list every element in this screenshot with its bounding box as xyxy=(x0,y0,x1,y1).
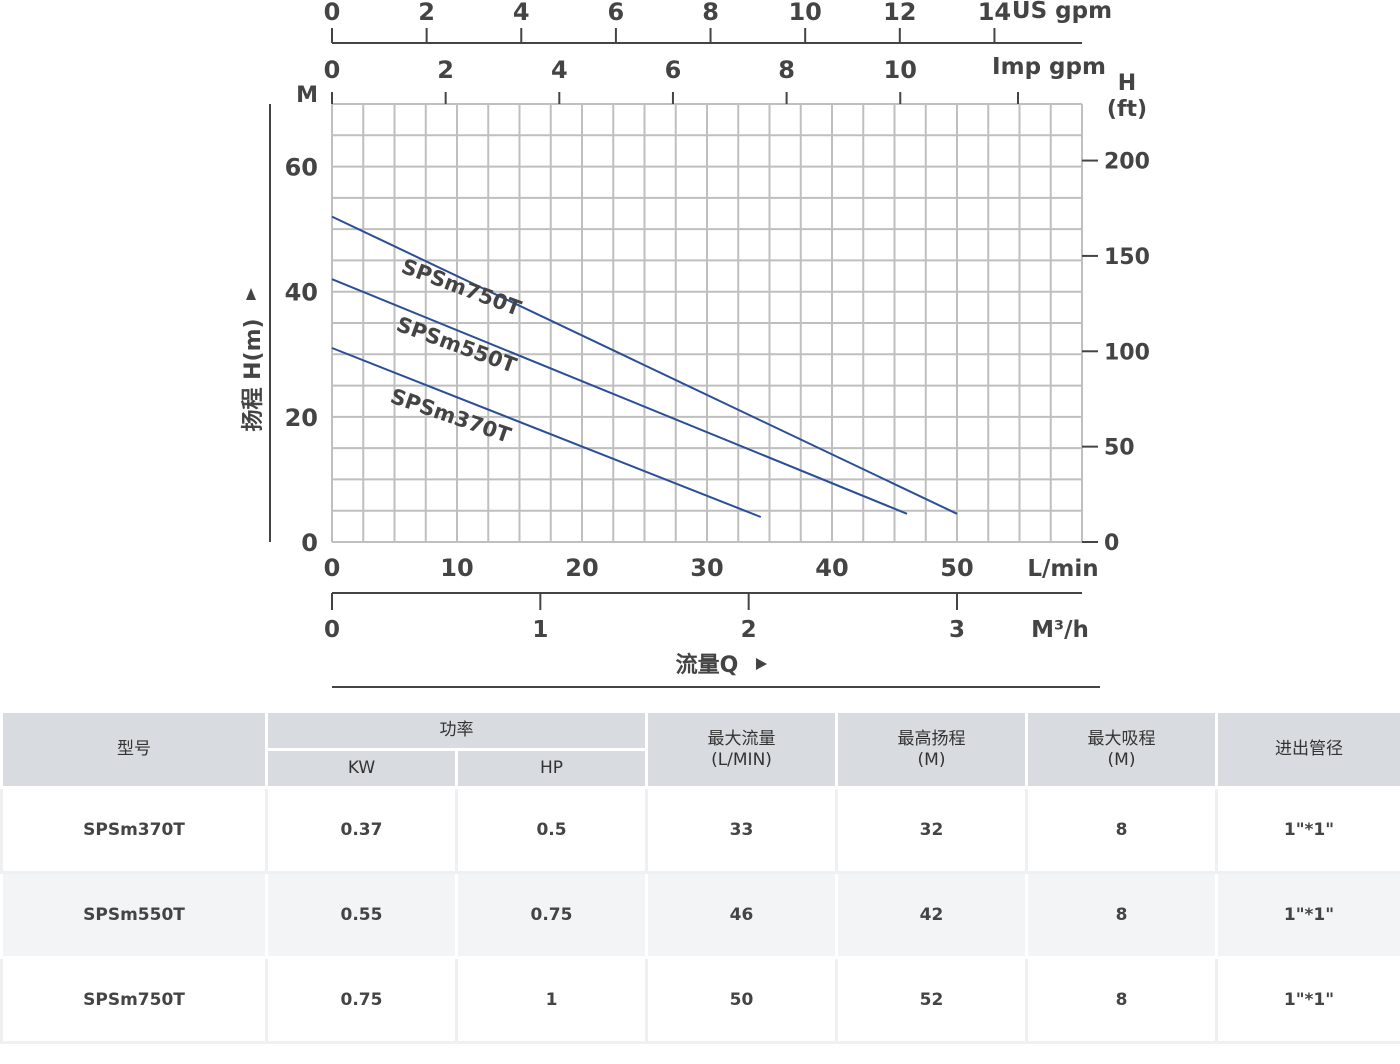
header-max-flow: 最大流量 (L/MIN) xyxy=(645,710,838,789)
imp-gpm-tick-label: 10 xyxy=(884,56,917,84)
y-right-tick-label: 50 xyxy=(1104,436,1135,461)
x-tick-label: 20 xyxy=(565,554,598,582)
cell-model: SPSm750T xyxy=(0,956,268,1044)
header-max-head: 最高扬程 (M) xyxy=(835,710,1028,789)
cell-hp: 0.75 xyxy=(455,871,648,959)
cell-kw: 0.55 xyxy=(265,871,458,959)
header-max-head-line1: 最高扬程 xyxy=(897,728,966,749)
imp-gpm-tick-label: 6 xyxy=(665,56,682,84)
chart-curves xyxy=(331,215,958,518)
y-right-tick-label: 100 xyxy=(1104,340,1150,365)
m3h-unit-label: M³/h xyxy=(1031,617,1089,643)
header-max-suction: 最大吸程 (M) xyxy=(1025,710,1218,789)
y-tick-label: 20 xyxy=(285,404,318,432)
us-gpm-tick-label: 6 xyxy=(608,0,625,26)
table-row: SPSm370T 0.37 0.5 33 32 8 1"*1" xyxy=(0,786,1400,874)
us-gpm-tick-label: 8 xyxy=(702,0,719,26)
cell-flow: 50 xyxy=(645,956,838,1044)
cell-head: 42 xyxy=(835,871,1028,959)
header-max-suction-line1: 最大吸程 xyxy=(1087,728,1156,749)
cell-kw: 0.37 xyxy=(265,786,458,874)
y-right-tick-label: 200 xyxy=(1104,150,1150,175)
y-right-unit-line2: (ft) xyxy=(1107,97,1147,122)
y-tick-label: 40 xyxy=(285,279,318,307)
cell-model: SPSm550T xyxy=(0,871,268,959)
x-tick-label: 0 xyxy=(324,554,341,582)
us-gpm-tick-label: 12 xyxy=(883,0,916,26)
performance-curve-spsm550t xyxy=(331,278,908,515)
y-unit-label: M xyxy=(296,83,318,108)
m3h-tick-label: 1 xyxy=(532,617,548,643)
cell-flow: 33 xyxy=(645,786,838,874)
header-kw: KW xyxy=(265,748,458,789)
x-tick-label: 40 xyxy=(815,554,848,582)
cell-suction: 8 xyxy=(1025,956,1218,1044)
imp-gpm-tick-label: 2 xyxy=(437,56,454,84)
cell-kw: 0.75 xyxy=(265,956,458,1044)
imp-gpm-unit-label: Imp gpm xyxy=(992,54,1106,80)
us-gpm-tick-label: 10 xyxy=(788,0,821,26)
us-gpm-tick-label: 0 xyxy=(324,0,341,26)
us-gpm-unit-label: US gpm xyxy=(1012,0,1112,24)
header-max-head-line2: (M) xyxy=(917,749,946,770)
x-tick-label: 50 xyxy=(940,554,973,582)
chart-grid xyxy=(331,103,1083,543)
cell-suction: 8 xyxy=(1025,871,1218,959)
m3h-tick-label: 2 xyxy=(741,617,757,643)
header-pipe: 进出管径 xyxy=(1215,710,1400,789)
header-max-flow-line1: 最大流量 xyxy=(707,728,776,749)
y-tick-label: 0 xyxy=(301,529,318,557)
performance-curve-spsm370t xyxy=(331,347,762,518)
header-power: 功率 xyxy=(265,710,648,751)
y-right-unit-line1: H xyxy=(1118,71,1136,96)
cell-hp: 0.5 xyxy=(455,786,648,874)
us-gpm-tick-label: 4 xyxy=(513,0,530,26)
cell-head: 32 xyxy=(835,786,1028,874)
header-hp: HP xyxy=(455,748,648,789)
cell-pipe: 1"*1" xyxy=(1215,871,1400,959)
m3h-tick-label: 3 xyxy=(949,617,965,643)
y-right-tick-label: 150 xyxy=(1104,245,1150,270)
y-axis-title: 扬程 H(m) xyxy=(241,318,266,431)
header-max-suction-line2: (M) xyxy=(1107,749,1136,770)
curve-label-spsm750t: SPSm750T xyxy=(398,254,525,321)
cell-flow: 46 xyxy=(645,871,838,959)
x-axis-title: 流量Q xyxy=(676,652,739,678)
imp-gpm-tick-label: 8 xyxy=(778,56,795,84)
x-tick-label: 30 xyxy=(690,554,723,582)
header-model: 型号 xyxy=(0,710,268,789)
table-row: SPSm550T 0.55 0.75 46 42 8 1"*1" xyxy=(0,871,1400,959)
imp-gpm-tick-label: 0 xyxy=(324,56,341,84)
x-unit-label: L/min xyxy=(1027,556,1098,582)
us-gpm-tick-label: 2 xyxy=(418,0,435,26)
imp-gpm-tick-label: 4 xyxy=(551,56,568,84)
performance-curve-spsm750t xyxy=(331,215,958,515)
header-max-flow-line2: (L/MIN) xyxy=(711,749,772,770)
m3h-tick-label: 0 xyxy=(324,617,340,643)
x-tick-label: 10 xyxy=(440,554,473,582)
x-axis-arrow-icon xyxy=(756,658,767,670)
y-right-tick-label: 0 xyxy=(1104,531,1119,556)
cell-hp: 1 xyxy=(455,956,648,1044)
us-gpm-tick-label: 14 xyxy=(978,0,1011,26)
cell-pipe: 1"*1" xyxy=(1215,786,1400,874)
spec-table: 型号 功率 最大流量 (L/MIN) 最高扬程 (M) 最大吸程 (M) 进出管… xyxy=(0,710,1400,1044)
cell-head: 52 xyxy=(835,956,1028,1044)
cell-suction: 8 xyxy=(1025,786,1218,874)
y-tick-label: 60 xyxy=(285,154,318,182)
cell-pipe: 1"*1" xyxy=(1215,956,1400,1044)
table-row: SPSm750T 0.75 1 50 52 8 1"*1" xyxy=(0,956,1400,1044)
y-axis-arrow-icon xyxy=(246,288,256,300)
cell-model: SPSm370T xyxy=(0,786,268,874)
